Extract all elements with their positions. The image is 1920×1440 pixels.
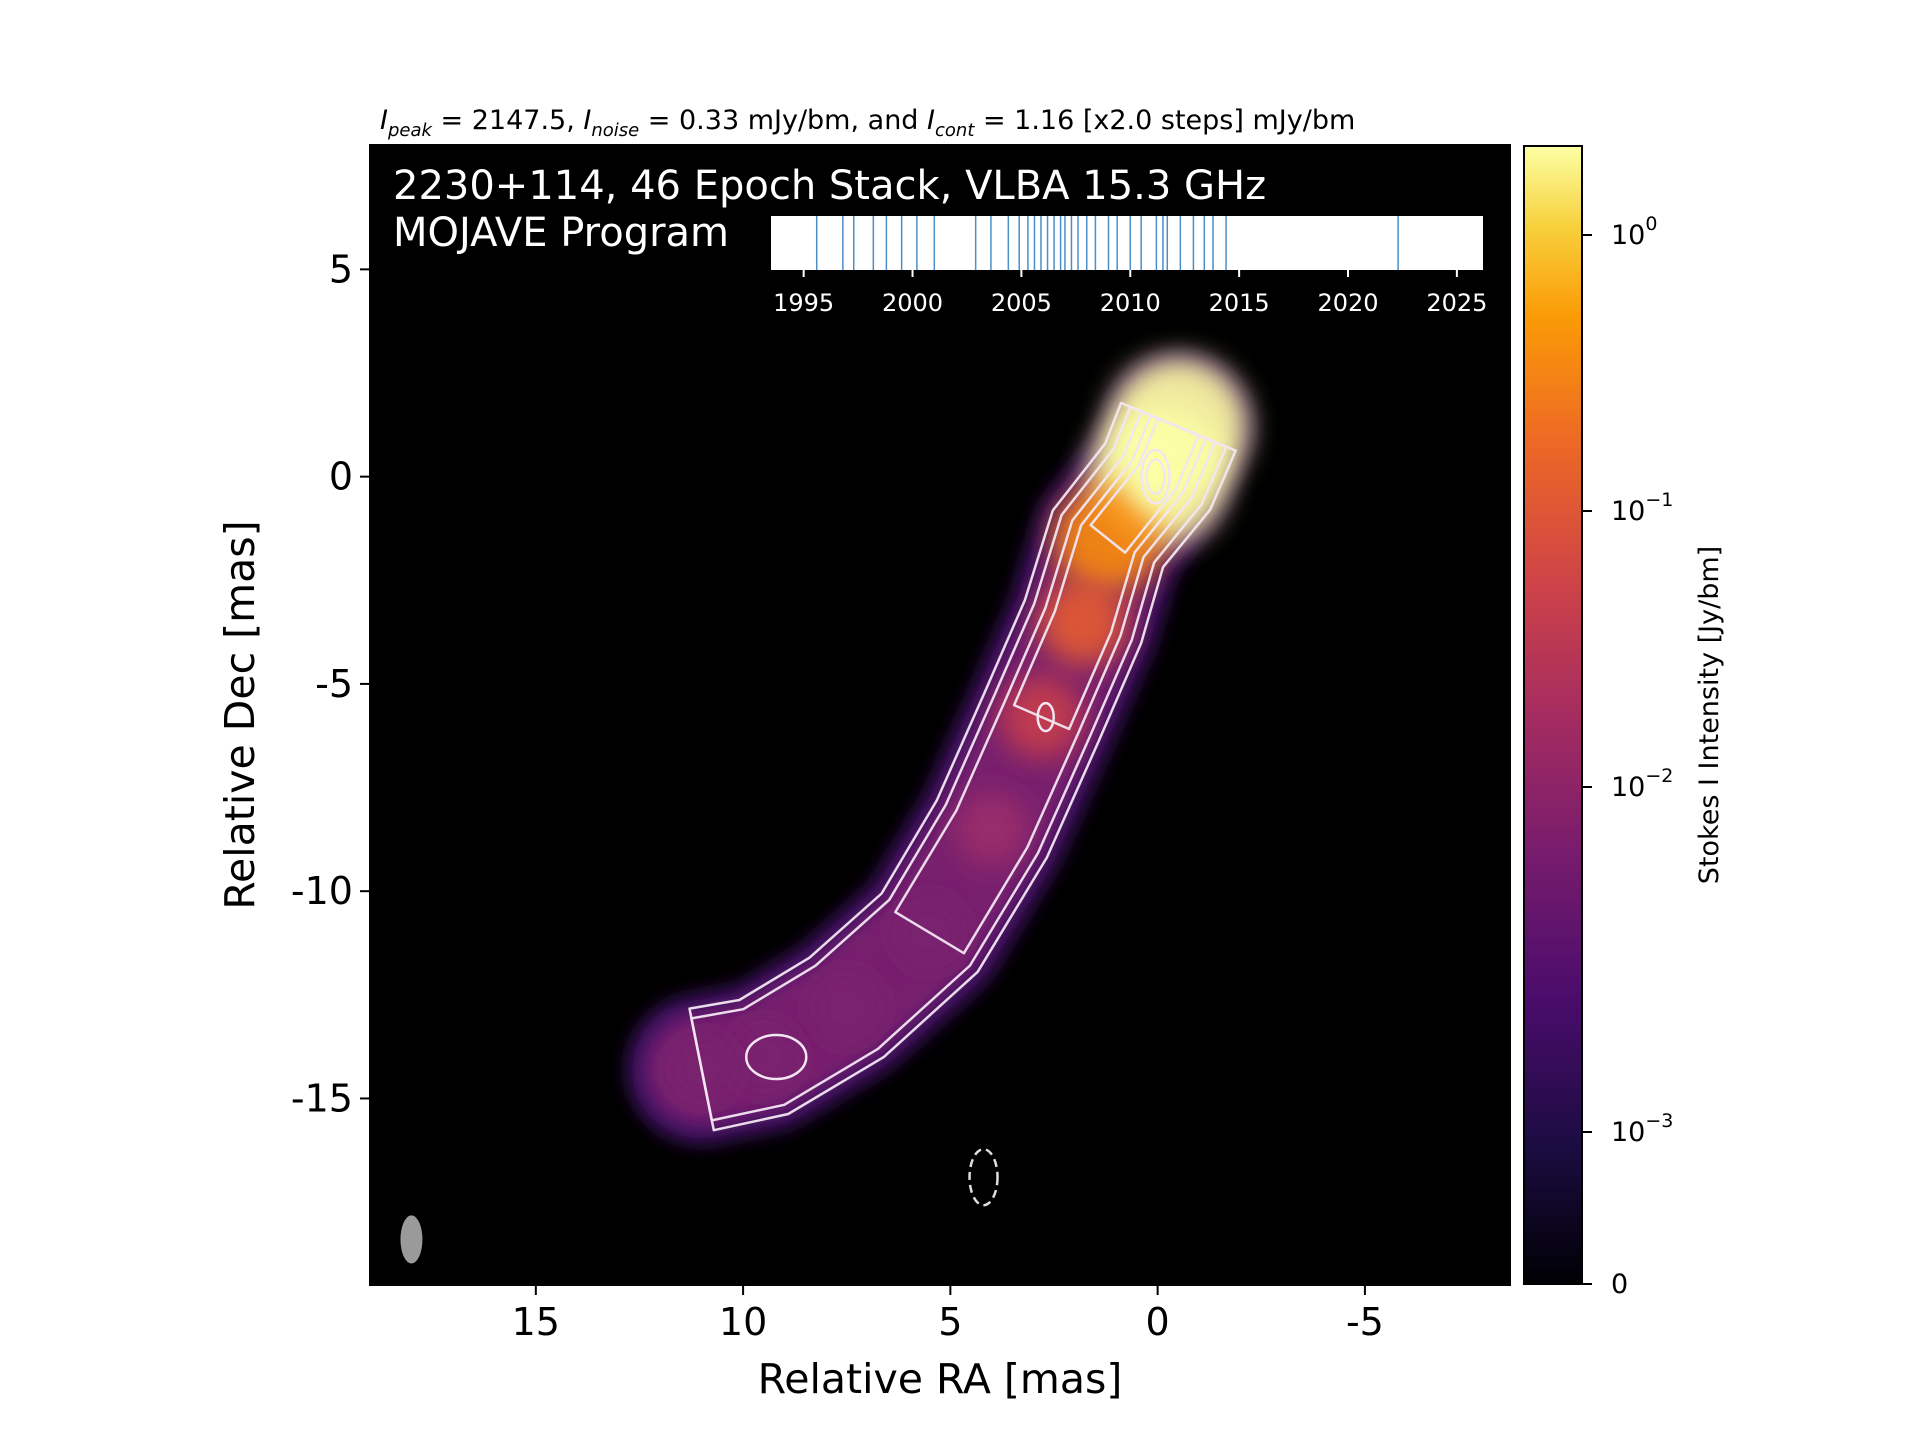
timeline-ticks: 1995 2000 2005 2010 2015 2020 2025 — [773, 270, 1487, 317]
contour-lobe — [745, 1033, 808, 1081]
x-tick-label: 0 — [1146, 1300, 1170, 1344]
stats-peak-value: = 2147.5, — [432, 105, 583, 136]
stats-line: Ipeak = 2147.5, Inoise = 0.33 mJy/bm, an… — [380, 105, 1355, 141]
x-axis-label: Relative RA [mas] — [758, 1355, 1123, 1403]
overlay-title-line1: 2230+114, 46 Epoch Stack, VLBA 15.3 GHz — [393, 163, 1266, 209]
stats-i-noise: I — [583, 105, 591, 136]
y-axis-label: Relative Dec [mas] — [216, 520, 264, 909]
colorbar-label: Stokes I Intensity [Jy/bm] — [1694, 546, 1725, 884]
x-axis-ticks: 15 10 5 0 -5 — [512, 1285, 1384, 1344]
contour-level-2 — [690, 405, 1228, 1122]
timeline-tick-label: 2000 — [882, 289, 943, 317]
colorbar-gradient — [1524, 146, 1582, 1284]
image-background — [370, 145, 1510, 1285]
y-tick-label: 0 — [329, 455, 353, 499]
jet-core — [1129, 432, 1182, 513]
colorbar: 100 10−1 10−2 10−3 0 Stokes I Intensity [Jy/… — [1523, 145, 1725, 1300]
jet-knot — [812, 972, 882, 1042]
x-tick-label: 10 — [719, 1300, 767, 1344]
epoch-timeline: 1995 2000 2005 2010 2015 2020 2025 — [771, 216, 1487, 317]
plot-frame — [369, 144, 1511, 1286]
y-tick-label: -10 — [291, 869, 353, 913]
contour-outer — [688, 401, 1237, 1132]
stats-cont-value: = 1.16 [x2.0 steps] mJy/bm — [974, 105, 1355, 136]
colorbar-tick-label: 10−2 — [1611, 765, 1673, 803]
stats-i-peak: I — [380, 105, 388, 136]
y-tick-label: 5 — [329, 247, 353, 291]
stats-cont-sub: cont — [935, 120, 975, 141]
colorbar-ticks: 100 10−1 10−2 10−3 0 — [1582, 213, 1673, 1300]
timeline-tick-label: 2015 — [1209, 289, 1270, 317]
colorbar-frame — [1523, 145, 1583, 1285]
stats-peak-sub: peak — [387, 120, 434, 141]
image-panel: 2230+114, 46 Epoch Stack, VLBA 15.3 GHz … — [369, 144, 1511, 1286]
y-tick-label: -5 — [315, 662, 353, 706]
stats-noise-value: = 0.33 mJy/bm, and — [639, 105, 927, 136]
y-tick-label: -15 — [291, 1076, 353, 1120]
colorbar-tick-label: 0 — [1611, 1269, 1628, 1300]
stats-noise-sub: noise — [591, 120, 639, 141]
x-tick-label: 15 — [512, 1300, 560, 1344]
contour-core-2 — [1145, 458, 1166, 495]
dashed-ellipse — [968, 1147, 999, 1207]
timeline-box — [771, 216, 1483, 270]
timeline-tick-label: 2005 — [991, 289, 1052, 317]
contour-core-1 — [1140, 448, 1171, 505]
beam-ellipse — [400, 1215, 423, 1264]
y-axis-ticks: 5 0 -5 -10 -15 — [291, 247, 370, 1120]
contour-level-4 — [1012, 414, 1208, 731]
stats-i-cont: I — [927, 105, 935, 136]
colorbar-tick-label: 10−3 — [1611, 1110, 1673, 1148]
timeline-epochs — [815, 216, 1399, 270]
overlay-title-line2: MOJAVE Program — [393, 210, 729, 256]
contour-level-3 — [894, 410, 1217, 955]
x-tick-label: -5 — [1346, 1300, 1384, 1344]
contours — [688, 401, 1237, 1132]
jet-knot — [729, 1022, 799, 1092]
timeline-tick-label: 2025 — [1426, 289, 1487, 317]
colorbar-tick-label: 100 — [1611, 213, 1657, 251]
timeline-tick-label: 1995 — [773, 289, 834, 317]
colorbar-tick-label: 10−1 — [1611, 489, 1673, 527]
contour-level-5 — [1089, 417, 1200, 554]
timeline-tick-label: 2010 — [1100, 289, 1161, 317]
contour-knot — [1036, 701, 1055, 733]
timeline-tick-label: 2020 — [1317, 289, 1378, 317]
x-tick-label: 5 — [938, 1300, 962, 1344]
jet-knot — [954, 792, 1029, 866]
